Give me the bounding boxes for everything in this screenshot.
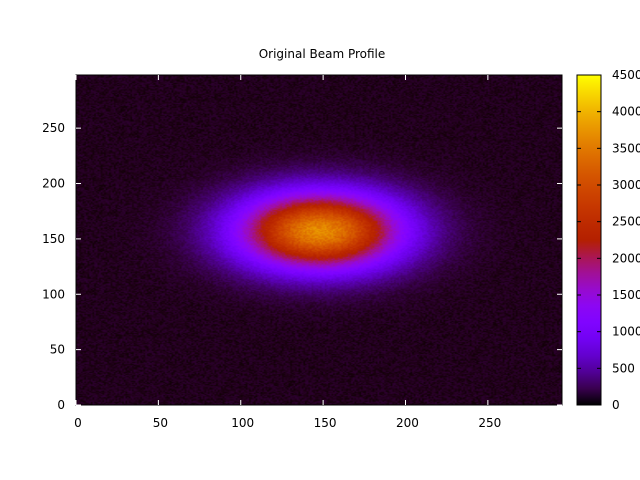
colorbar-tick-label: 0 — [612, 398, 620, 412]
colorbar-frame — [576, 74, 602, 406]
y-tick-label: 50 — [50, 343, 65, 357]
x-tick-label: 150 — [314, 416, 337, 430]
colorbar-tick-label: 1000 — [612, 325, 640, 339]
colorbar-tick-label: 3500 — [612, 141, 640, 155]
plot-frame — [75, 74, 563, 406]
y-tick-label: 200 — [42, 177, 65, 191]
colorbar-tick-label: 2000 — [612, 251, 640, 265]
heatmap-image — [76, 75, 562, 405]
x-tick-label: 250 — [478, 416, 501, 430]
y-axis: 0 50 100 150 200 250 — [42, 121, 562, 412]
colorbar-ticks: 0 500 1000 1500 2000 2500 3000 3500 4000 4500 — [577, 68, 640, 412]
x-tick-label: 50 — [153, 416, 168, 430]
colorbar-gradient — [577, 75, 601, 405]
y-tick-label: 100 — [42, 287, 65, 301]
colorbar-tick-label: 3000 — [612, 178, 640, 192]
x-tick-label: 0 — [74, 416, 82, 430]
colorbar: 0 500 1000 1500 2000 2500 3000 3500 4000 4500 — [576, 68, 640, 412]
colorbar-tick-label: 4500 — [612, 68, 640, 82]
colorbar-tick-label: 1500 — [612, 288, 640, 302]
colorbar-tick-label: 500 — [612, 361, 635, 375]
x-tick-label: 200 — [396, 416, 419, 430]
x-axis: 0 50 100 150 200 250 — [74, 75, 501, 430]
colorbar-tick-label: 2500 — [612, 215, 640, 229]
y-tick-label: 0 — [57, 398, 65, 412]
y-tick-label: 250 — [42, 121, 65, 135]
colorbar-tick-label: 4000 — [612, 105, 640, 119]
x-tick-label: 100 — [231, 416, 254, 430]
y-tick-label: 150 — [42, 232, 65, 246]
heatmap-plot-area — [75, 74, 563, 406]
chart-title: Original Beam Profile — [259, 47, 386, 61]
